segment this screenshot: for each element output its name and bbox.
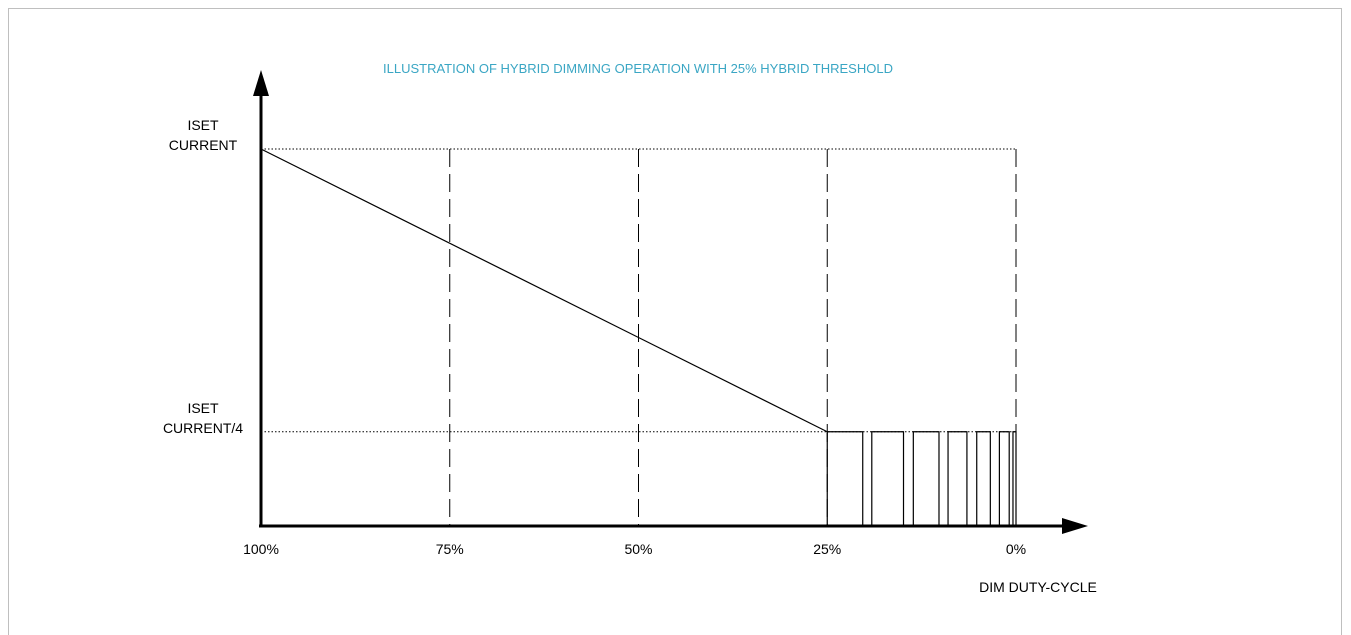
analog-dimming-line xyxy=(260,148,828,433)
y-level-label-1-line-2: CURRENT xyxy=(169,137,238,153)
x-tick-label-0: 0% xyxy=(1006,541,1026,557)
x-axis-label: DIM DUTY-CYCLE xyxy=(979,579,1097,595)
y-level-label-0.25-line-2: CURRENT/4 xyxy=(163,420,243,436)
x-tick-label-100: 100% xyxy=(243,541,279,557)
x-tick-label-25: 25% xyxy=(813,541,841,557)
figure-frame xyxy=(8,8,1342,635)
pwm-pulse-6 xyxy=(998,431,1010,526)
x-axis-arrow xyxy=(1062,518,1088,534)
y-level-label-0.25-line-1: ISET xyxy=(187,400,219,416)
pwm-pulse-3 xyxy=(912,431,940,526)
y-level-labels: ISET CURRENT ISET CURRENT/4 xyxy=(163,117,243,436)
x-tick-label-75: 75% xyxy=(436,541,464,557)
x-tick-labels: 100% 75% 50% 25% 0% xyxy=(243,541,1026,557)
pwm-pulse-5 xyxy=(976,431,991,526)
chart-title: ILLUSTRATION OF HYBRID DIMMING OPERATION… xyxy=(383,61,893,76)
x-tick-label-50: 50% xyxy=(624,541,652,557)
y-level-label-1-line-1: ISET xyxy=(187,117,219,133)
threshold-gridlines xyxy=(449,149,1017,526)
pwm-pulse-7 xyxy=(1012,431,1017,526)
pwm-pulses xyxy=(826,431,1017,526)
pwm-pulse-1 xyxy=(826,431,864,526)
pwm-pulse-4 xyxy=(947,431,968,526)
pwm-pulse-2 xyxy=(871,431,905,526)
y-axis-arrow xyxy=(253,70,269,96)
